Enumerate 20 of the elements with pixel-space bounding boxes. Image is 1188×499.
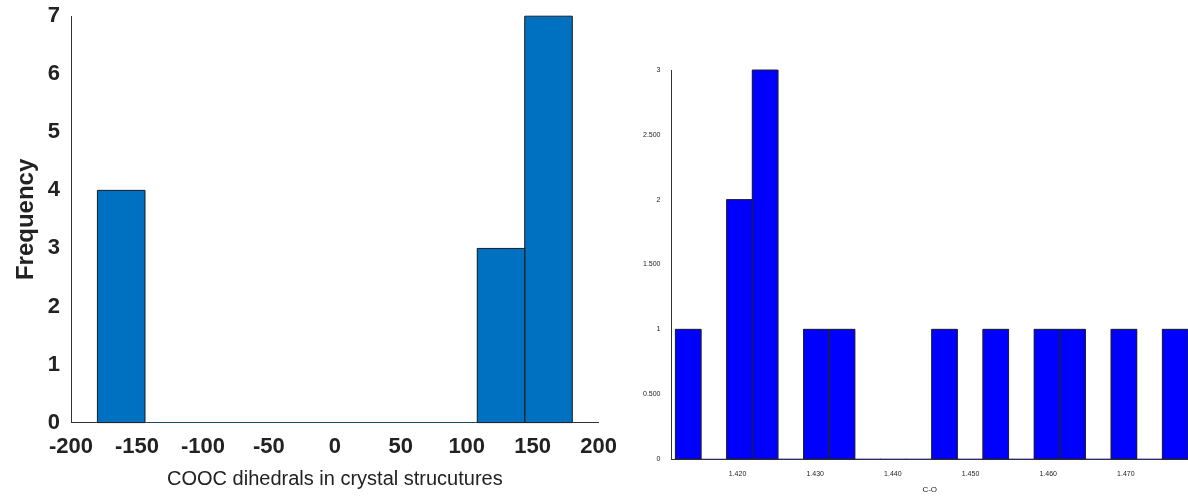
y-tick-label: 5 [47, 118, 61, 144]
x-axis-title: COOC dihedrals in crystal strucutures [167, 466, 503, 489]
x-axis-title: C-O [922, 485, 938, 495]
x-tick-label: 0 [328, 432, 341, 458]
x-tick-label: 150 [514, 432, 552, 458]
x-tick-label: -100 [180, 432, 225, 458]
y-tick-label: 0 [47, 408, 61, 434]
y-axis-title: Frequency [11, 158, 39, 281]
y-tick-label: 2 [47, 292, 61, 318]
x-tick-label: -150 [114, 432, 160, 458]
y-tick-label: 6 [47, 60, 61, 86]
y-tick-label: 3 [47, 234, 61, 260]
y-tick-label: 4 [47, 176, 61, 202]
x-tick-label: 200 [580, 432, 618, 458]
x-tick-label: -200 [49, 432, 94, 458]
x-tick-label: 100 [448, 432, 486, 458]
y-tick-label: 7 [47, 2, 61, 28]
y-tick-label: 1 [47, 350, 61, 376]
x-tick-label: -50 [252, 432, 285, 458]
x-tick-label: 50 [388, 432, 414, 458]
